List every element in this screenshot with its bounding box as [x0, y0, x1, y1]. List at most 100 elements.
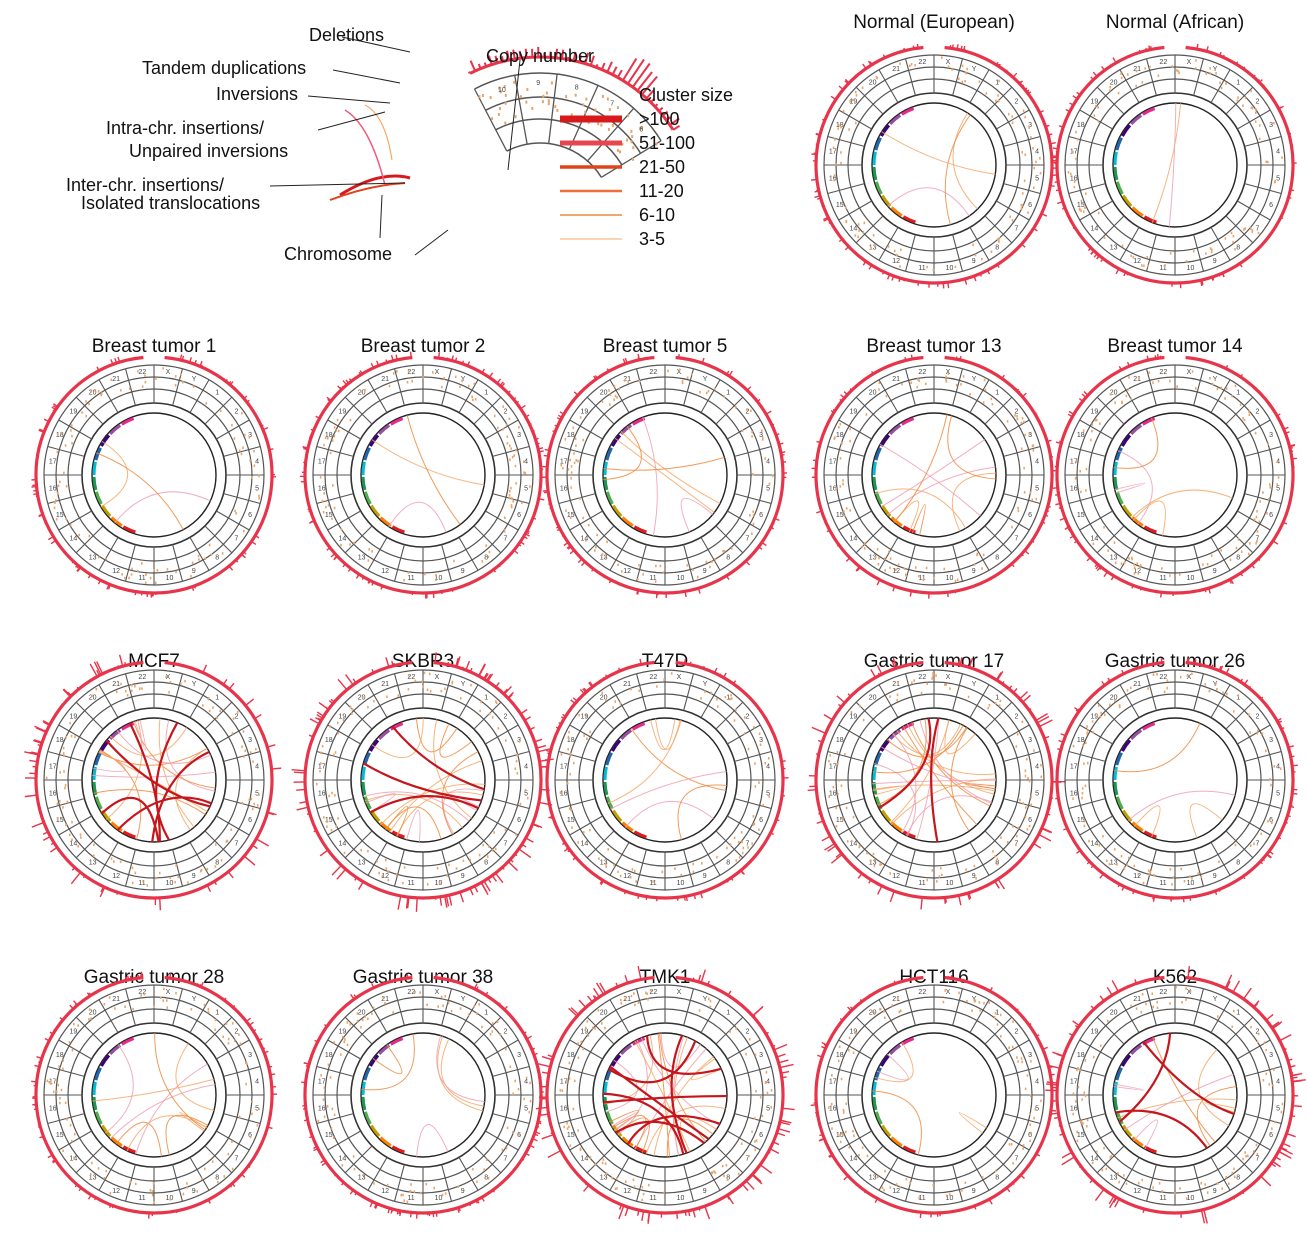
copy-number-bar: [839, 398, 843, 402]
chromosome-divider: [98, 1157, 119, 1191]
sv-mark: [422, 376, 424, 379]
copy-number-bar: [624, 1206, 629, 1217]
sv-mark: [945, 683, 948, 686]
copy-number-bar: [647, 1211, 651, 1222]
ideogram-segment: [632, 1037, 646, 1046]
sv-mark: [1179, 675, 1182, 679]
sv-mark: [179, 682, 182, 685]
zoom-insertion-link: [329, 182, 406, 201]
chromosome-divider: [715, 830, 744, 859]
sv-link: [1133, 1119, 1158, 1150]
sv-mark: [1118, 704, 1121, 707]
copy-number-bar: [232, 1005, 236, 1008]
copy-number-bar: [570, 1007, 580, 1016]
sv-link-strong: [155, 722, 179, 841]
copy-number-bar: [555, 726, 560, 730]
sv-link: [944, 114, 971, 225]
copy-number-bar: [1059, 1133, 1064, 1136]
sv-link: [165, 719, 216, 792]
chromosome-label: 3: [248, 1052, 252, 1059]
sv-mark: [1075, 157, 1077, 161]
copy-number-bar: [1107, 677, 1111, 682]
copy-number-bar: [1242, 66, 1246, 70]
zoom-divider: [601, 140, 662, 178]
sv-mark: [1072, 150, 1074, 154]
sv-mark: [162, 367, 165, 370]
track-ring: [861, 402, 1007, 548]
sv-link: [109, 727, 188, 757]
chromosome-divider: [1210, 1157, 1231, 1191]
zoom-copy-number-bar: [512, 49, 516, 60]
chromosome-label: 10: [166, 880, 174, 887]
copy-number-bar: [1292, 764, 1298, 767]
copy-number-bar: [1077, 708, 1081, 711]
sv-mark: [59, 480, 61, 484]
copy-number-bar: [38, 1061, 41, 1064]
copy-number-bar: [1100, 567, 1103, 570]
sv-mark: [1030, 136, 1032, 139]
copy-number-bar: [1242, 875, 1246, 880]
sv-mark: [349, 1022, 352, 1026]
zoom-copy-number-bar: [477, 63, 482, 69]
copy-number-bar: [782, 1107, 795, 1111]
sv-mark: [1091, 720, 1094, 723]
copy-number-bar: [255, 838, 270, 847]
copy-number-bar: [323, 1024, 328, 1028]
chromosome-divider: [124, 673, 136, 711]
chromosome-label: 5: [1035, 1106, 1039, 1113]
copy-number-bar: [543, 491, 549, 494]
copy-number-bar: [550, 816, 554, 819]
chromosome-divider: [172, 673, 184, 711]
sv-mark: [131, 881, 134, 885]
sv-mark: [1166, 686, 1169, 690]
ideogram-segment: [1130, 1044, 1143, 1055]
sv-mark: [435, 578, 437, 581]
sv-mark: [1024, 153, 1027, 157]
sv-mark: [232, 717, 235, 720]
copy-number-bar: [516, 400, 519, 404]
sv-link: [105, 720, 143, 820]
sv-mark: [487, 555, 490, 559]
copy-number-bar: [261, 424, 264, 427]
chromosome-divider: [635, 673, 647, 711]
zoom-sv-mark: [618, 150, 621, 154]
copy-number-bar: [877, 885, 883, 895]
copy-number-bar: [1070, 533, 1074, 536]
zoom-sv-mark: [489, 95, 492, 99]
copy-number-bar: [207, 1199, 211, 1204]
chromosome-divider: [996, 724, 1030, 745]
copy-number-bar: [299, 800, 308, 804]
sv-mark: [943, 567, 946, 571]
sv-mark: [843, 514, 846, 518]
sv-mark: [827, 1106, 830, 1109]
sv-mark: [175, 570, 177, 574]
ideogram-segment: [121, 1037, 135, 1046]
sv-mark: [212, 706, 214, 709]
copy-number-bar: [1057, 748, 1062, 751]
copy-number-bar: [599, 982, 607, 994]
sv-mark: [1127, 388, 1130, 391]
copy-number-bar: [1055, 502, 1061, 506]
copy-number-bar: [97, 579, 102, 585]
sv-mark: [1200, 875, 1203, 879]
sv-mark: [110, 378, 113, 381]
copy-number-bar: [1081, 393, 1087, 399]
ideogram-segment: [1121, 1054, 1132, 1067]
chromosome-label: X: [677, 674, 682, 681]
sv-mark: [326, 825, 328, 828]
sv-mark: [887, 245, 890, 248]
sv-link: [135, 1063, 208, 1155]
sv-link: [620, 431, 721, 504]
sv-link-strong: [391, 725, 485, 791]
copy-number-bar: [615, 982, 619, 988]
sv-mark: [214, 865, 217, 868]
sv-link: [436, 1035, 485, 1103]
copy-number-bar: [898, 277, 901, 283]
copy-number-bar: [53, 1029, 56, 1032]
sv-mark: [529, 485, 531, 488]
sv-mark: [395, 873, 398, 877]
sv-mark: [367, 705, 369, 709]
zoom-copy-number-bar: [555, 48, 559, 58]
ideogram-segment: [874, 1067, 882, 1081]
sv-mark: [1215, 682, 1217, 685]
